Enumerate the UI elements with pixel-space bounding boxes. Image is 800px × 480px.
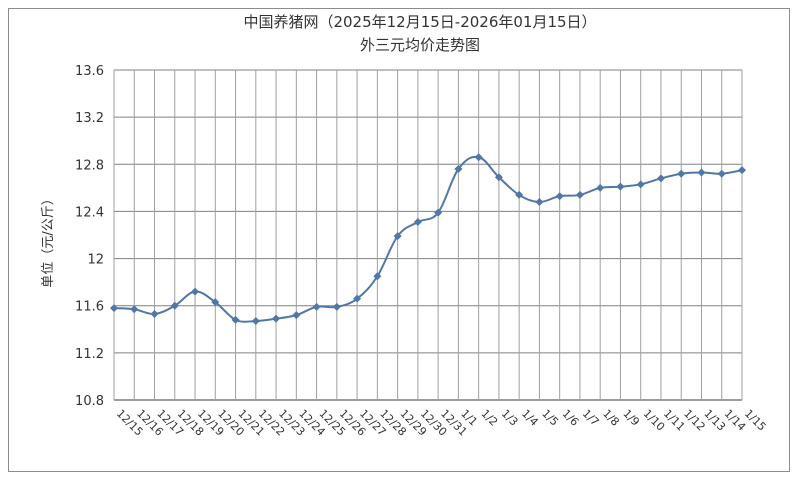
x-tick-label: 1/7 [580,407,602,429]
data-point [535,198,544,206]
x-tick-label: 1/2 [479,407,501,429]
data-point [413,218,422,227]
x-tick-label: 1/8 [600,407,622,429]
data-point [738,166,746,175]
data-point [332,302,341,311]
data-point [717,169,726,178]
data-point [251,317,260,326]
data-point [130,305,139,314]
data-point [211,298,220,307]
data-point [434,208,443,217]
x-tick-label: 1/4 [519,407,541,429]
data-point [292,311,301,320]
chart-frame [8,8,790,472]
data-point [373,272,382,281]
data-point [170,301,179,310]
x-tick-label: 1/14 [722,407,749,434]
x-tick-label: 1/5 [539,407,561,429]
data-point [636,180,645,189]
x-tick-label: 1/3 [499,407,521,429]
y-tick-label: 11.2 [75,347,104,362]
data-point [616,182,625,191]
data-point [656,174,665,183]
y-tick-label: 12.8 [75,158,104,173]
y-tick-labels: 10.8 11.2 11.6 12 12.4 12.8 13.2 13.6 [75,64,104,409]
data-point [312,302,321,311]
x-tick-labels: 12/1512/1612/1712/1812/1912/2012/2112/22… [114,407,769,439]
y-tick-label: 12.4 [75,205,104,220]
data-point [575,190,584,199]
x-tick-label: 1/12 [681,407,708,434]
x-tick-label: 1/11 [661,407,688,434]
data-point [110,304,118,313]
chart-subtitle: 外三元均价走势图 [360,36,480,54]
data-point [555,192,564,201]
x-tick-label: 1/6 [560,407,582,429]
data-point [474,153,483,162]
y-axis-label: 单位（元/公斤） [41,192,56,287]
data-point [515,190,524,199]
data-point [677,169,686,178]
data-point [272,314,281,323]
x-tick-label: 1/13 [701,407,728,434]
data-point [596,183,605,192]
y-tick-label: 10.8 [75,394,104,409]
y-tick-label: 12 [87,253,104,268]
data-point [353,294,362,303]
y-tick-label: 11.6 [75,300,104,315]
data-point [697,168,706,177]
data-point [191,287,200,296]
series-line [113,155,743,323]
x-tick-label: 1/9 [620,407,642,429]
x-tick-label: 1/15 [742,407,769,434]
data-point [494,173,503,182]
chart-title: 中国养猪网（2025年12月15日-2026年01月15日） [243,13,596,31]
data-point [393,232,402,241]
data-point [231,315,240,324]
grid-lines [113,69,743,401]
data-point [150,309,159,318]
y-tick-label: 13.6 [75,64,104,79]
data-markers [110,153,746,326]
y-tick-label: 13.2 [75,111,104,126]
x-tick-label: 1/10 [641,407,668,434]
data-point [454,165,463,173]
